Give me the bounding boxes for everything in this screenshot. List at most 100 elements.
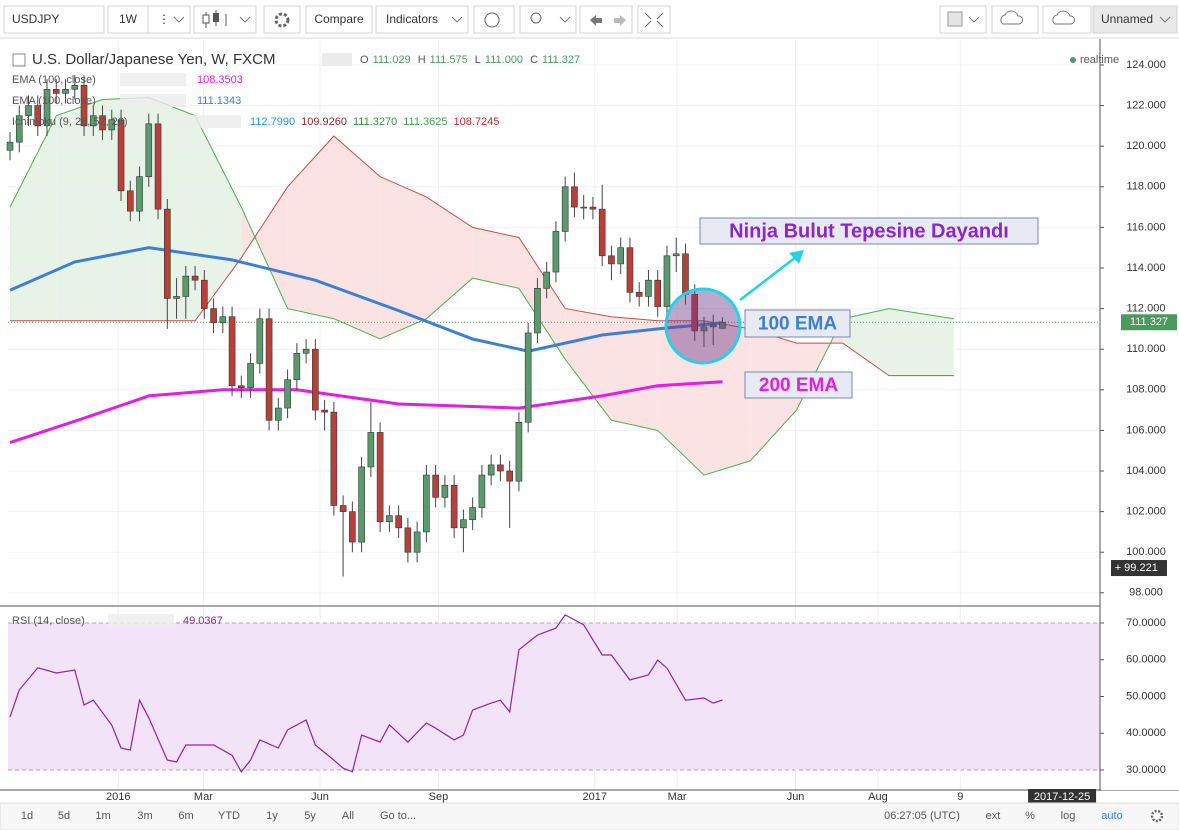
candle-body: [219, 316, 227, 324]
legend-value: 109.9260: [301, 116, 347, 128]
cloud-segment: [241, 186, 288, 309]
annotation-box: [744, 309, 851, 338]
interval[interactable]: 1W: [119, 12, 138, 26]
realtime-dot: [1070, 57, 1076, 63]
candle-body: [293, 352, 301, 380]
candle-body: [580, 206, 587, 209]
candle-body: [108, 119, 116, 131]
ohlc-key: H: [418, 54, 426, 66]
compare-box[interactable]: [305, 5, 373, 34]
ideas[interactable]: [519, 5, 577, 34]
candle-body: [312, 348, 319, 411]
layout-name[interactable]: Unnamed: [1101, 12, 1153, 26]
compare[interactable]: Compare: [314, 12, 364, 26]
symbol[interactable]: USDJPY: [12, 12, 59, 26]
candle-body: [117, 119, 125, 192]
candle-body: [173, 296, 180, 299]
ema-line: [9, 380, 723, 445]
cloud-segment: [889, 308, 954, 376]
color-box[interactable]: [939, 5, 987, 34]
legend-icons: [322, 53, 352, 66]
chart-style[interactable]: [193, 5, 257, 34]
fullscreen[interactable]: [637, 5, 671, 34]
cloud-icon: [1052, 10, 1075, 25]
legend-icons: [120, 73, 186, 86]
last-price-box: [1121, 314, 1177, 331]
candle-body: [515, 421, 523, 482]
toggle-button[interactable]: auto: [1101, 810, 1122, 822]
legend-name: EMA (100, close): [12, 74, 96, 86]
price-axis: [1101, 39, 1179, 790]
cloud-segment: [611, 316, 658, 431]
range-button[interactable]: YTD: [218, 810, 240, 822]
annotation-box: [699, 217, 1039, 245]
goto-button[interactable]: Go to...: [380, 810, 416, 822]
range-button[interactable]: 1d: [21, 810, 33, 822]
range-button[interactable]: 1y: [266, 810, 278, 822]
candle-body: [191, 275, 199, 281]
symbol-box[interactable]: [3, 5, 105, 34]
candle-body: [80, 84, 88, 127]
candle-body: [478, 474, 486, 508]
candle-body: [460, 519, 467, 529]
gear-icon: [274, 12, 290, 28]
time-axis: [0, 791, 1179, 803]
range-button[interactable]: All: [342, 810, 354, 822]
interval-box[interactable]: [107, 5, 149, 34]
save[interactable]: [1042, 5, 1092, 34]
candle-body: [238, 385, 245, 389]
legend-value: 111.1343: [197, 95, 241, 107]
candle-body: [265, 318, 273, 421]
candle-body: [275, 407, 282, 421]
candle-body: [302, 348, 310, 354]
settings-icon[interactable]: [1150, 809, 1164, 823]
cloud-line: [10, 135, 954, 377]
candle-body: [413, 531, 421, 553]
y-tick-label: 110.000: [1127, 343, 1166, 355]
candle-body: [349, 511, 356, 543]
x-tick-label: Mar: [194, 791, 213, 803]
candle-body: [339, 505, 347, 512]
y-tick-label: 98.000: [1129, 587, 1163, 599]
candle-body: [43, 89, 51, 127]
annotation-arrow: [739, 253, 801, 301]
x-tick-label: Sep: [429, 791, 449, 803]
candle-body: [284, 379, 291, 409]
range-button[interactable]: 3m: [137, 810, 152, 822]
candle-body: [321, 409, 328, 413]
range-button[interactable]: 5y: [304, 810, 316, 822]
candle-body: [330, 411, 338, 506]
candle-body: [432, 474, 439, 498]
menu-icon: ⋮: [158, 12, 170, 26]
toggle-button[interactable]: ext: [986, 810, 1001, 822]
cloud-segment: [380, 176, 427, 340]
candle-body: [52, 89, 60, 94]
candle-body: [608, 255, 615, 265]
candle-body: [164, 208, 171, 299]
settings[interactable]: [263, 5, 301, 34]
interval-menu[interactable]: [147, 5, 191, 34]
dropdown-arrow: [968, 16, 980, 23]
ohlc-header: O 111.029 H 111.575 L 111.000 C 111.327: [360, 54, 580, 66]
clock: 06:27:05 (UTC): [884, 810, 960, 822]
annotation-text: Ninja Bulut Tepesine Dayandı: [729, 220, 1009, 242]
candle-body: [247, 363, 254, 389]
candle-body: [145, 123, 153, 177]
load[interactable]: [991, 5, 1039, 34]
y-tick-label: 102.000: [1126, 506, 1166, 518]
range-button[interactable]: 6m: [178, 810, 193, 822]
legend-value: 111.3270: [353, 116, 397, 128]
indicators[interactable]: Indicators: [386, 12, 438, 26]
range-button[interactable]: 5d: [58, 810, 70, 822]
indicators-box[interactable]: [375, 5, 469, 34]
candle-body: [62, 89, 69, 94]
toggle-button[interactable]: log: [1061, 810, 1076, 822]
bottom-bar: [0, 802, 1179, 830]
toggle-button[interactable]: %: [1025, 810, 1035, 822]
y-tick-label: 116.000: [1127, 221, 1166, 233]
alert[interactable]: [473, 5, 515, 34]
range-button[interactable]: 1m: [95, 810, 110, 822]
dropdown-arrow: [173, 16, 185, 23]
candle-body: [99, 115, 106, 131]
